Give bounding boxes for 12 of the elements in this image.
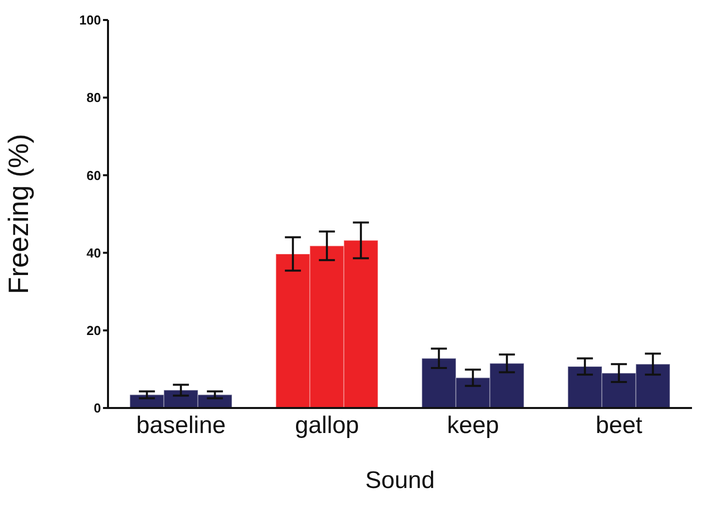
y-tick-label: 80 — [86, 90, 101, 106]
x-tick-label: baseline — [136, 412, 226, 440]
x-tick-label: gallop — [294, 412, 360, 440]
x-tick-label: keep — [446, 412, 500, 440]
y-tick-label: 40 — [86, 245, 101, 260]
y-axis-title: Freezing (%) — [2, 134, 34, 294]
y-tick-label: 100 — [79, 12, 101, 28]
x-tick-label: beet — [596, 412, 643, 440]
x-axis-title: Sound — [365, 467, 435, 494]
y-tick-label: 0 — [94, 400, 101, 416]
y-tick-label: 60 — [86, 168, 101, 183]
y-tick-label: 20 — [86, 323, 101, 338]
